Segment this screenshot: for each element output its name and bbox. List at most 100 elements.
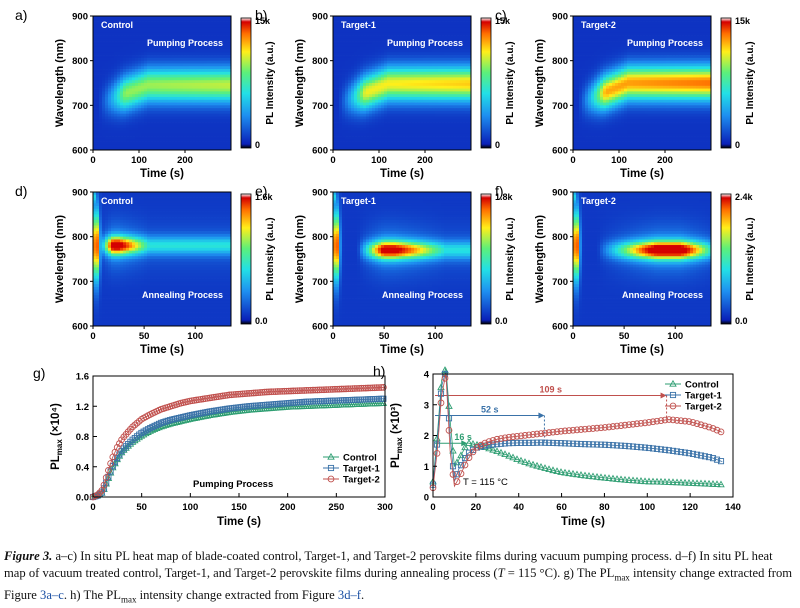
heatmap-cell: [408, 142, 411, 145]
heatmap-cell: [354, 130, 357, 133]
heatmap-cell: [333, 66, 336, 69]
heatmap-cell: [153, 128, 156, 131]
heatmap-cell: [450, 122, 453, 125]
heatmap-cell: [453, 144, 456, 147]
heatmap-cell: [192, 128, 195, 131]
heatmap-cell: [408, 122, 411, 125]
heatmap-cell: [210, 66, 213, 69]
heatmap-cell: [459, 80, 462, 83]
heatmap-cell: [597, 114, 600, 117]
heatmap-cell: [393, 114, 396, 117]
heatmap-cell: [360, 75, 363, 78]
heatmap-cell: [102, 97, 105, 100]
heatmap-cell: [171, 24, 174, 27]
heatmap-cell: [429, 75, 432, 78]
heatmap-cell: [333, 142, 336, 145]
heatmap-cell: [450, 33, 453, 36]
heatmap-cell: [423, 119, 426, 122]
heatmap-cell: [453, 75, 456, 78]
heatmap-cell: [603, 52, 606, 55]
heatmap-cell: [429, 130, 432, 133]
heatmap-cell: [339, 50, 342, 53]
heatmap-cell: [345, 122, 348, 125]
heatmap-cell: [129, 111, 132, 114]
heatmap-cell: [189, 77, 192, 80]
heatmap-cell: [222, 75, 225, 78]
heatmap-cell: [195, 125, 198, 128]
heatmap-cell: [462, 114, 465, 117]
heatmap-cell: [453, 63, 456, 66]
heatmap-cell: [198, 77, 201, 80]
heatmap-cell: [363, 119, 366, 122]
heatmap-cell: [336, 136, 339, 139]
heatmap-cell: [171, 91, 174, 94]
heatmap-cell: [336, 61, 339, 64]
heatmap-cell: [453, 142, 456, 145]
heatmap-cell: [132, 111, 135, 114]
heatmap-cell: [204, 24, 207, 27]
heatmap-cell: [168, 33, 171, 36]
heatmap-cell: [441, 139, 444, 142]
heatmap-cell: [576, 24, 579, 27]
heatmap-cell: [588, 63, 591, 66]
heatmap-cell: [372, 72, 375, 75]
heatmap-cell: [423, 75, 426, 78]
heatmap-cell: [414, 94, 417, 97]
heatmap-cell: [591, 69, 594, 72]
heatmap-cell: [96, 30, 99, 33]
heatmap-cell: [195, 27, 198, 30]
heatmap-cell: [138, 103, 141, 106]
heatmap-cell: [168, 61, 171, 64]
heatmap-cell: [129, 61, 132, 64]
heatmap-cell: [135, 86, 138, 89]
heatmap-cell: [585, 114, 588, 117]
heatmap-cell: [123, 125, 126, 128]
heatmap-cell: [600, 114, 603, 117]
heatmap-cell: [591, 80, 594, 83]
heatmap-cell: [351, 100, 354, 103]
heatmap-cell: [180, 114, 183, 117]
heatmap-cell: [105, 50, 108, 53]
heatmap-cell: [585, 58, 588, 61]
heatmap-cell: [138, 144, 141, 147]
heatmap-cell: [189, 103, 192, 106]
heatmap-cell: [201, 103, 204, 106]
heatmap-cell: [96, 33, 99, 36]
heatmap-cell: [597, 33, 600, 36]
heatmap-cell: [399, 72, 402, 75]
heatmap-cell: [105, 58, 108, 61]
heatmap-cell: [207, 108, 210, 111]
heatmap-cell: [162, 24, 165, 27]
heatmap-cell: [459, 114, 462, 117]
heatmap-cell: [576, 139, 579, 142]
heatmap-cell: [171, 89, 174, 92]
heatmap-cell: [450, 100, 453, 103]
heatmap-cell: [126, 105, 129, 108]
heatmap-cell: [114, 119, 117, 122]
heatmap-cell: [429, 111, 432, 114]
heatmap-cell: [186, 72, 189, 75]
heatmap-cell: [102, 119, 105, 122]
heatmap-cell: [462, 144, 465, 147]
heatmap-cell: [456, 100, 459, 103]
heatmap-cell: [387, 111, 390, 114]
heatmap-cell: [453, 105, 456, 108]
heatmap-cell: [333, 50, 336, 53]
heatmap-cell: [225, 100, 228, 103]
heatmap-cell: [156, 89, 159, 92]
heatmap-cell: [387, 105, 390, 108]
heatmap-cell: [105, 61, 108, 64]
heatmap-cell: [459, 66, 462, 69]
heatmap-cell: [207, 19, 210, 22]
heatmap-cell: [192, 133, 195, 136]
heatmap-cell: [186, 133, 189, 136]
heatmap-cell: [435, 144, 438, 147]
heatmap-cell: [408, 30, 411, 33]
heatmap-cell: [384, 105, 387, 108]
heatmap-cell: [192, 94, 195, 97]
heatmap-cell: [120, 119, 123, 122]
heatmap-cell: [381, 77, 384, 80]
heatmap-cell: [186, 50, 189, 53]
heatmap-cell: [117, 114, 120, 117]
heatmap-cell: [582, 58, 585, 61]
